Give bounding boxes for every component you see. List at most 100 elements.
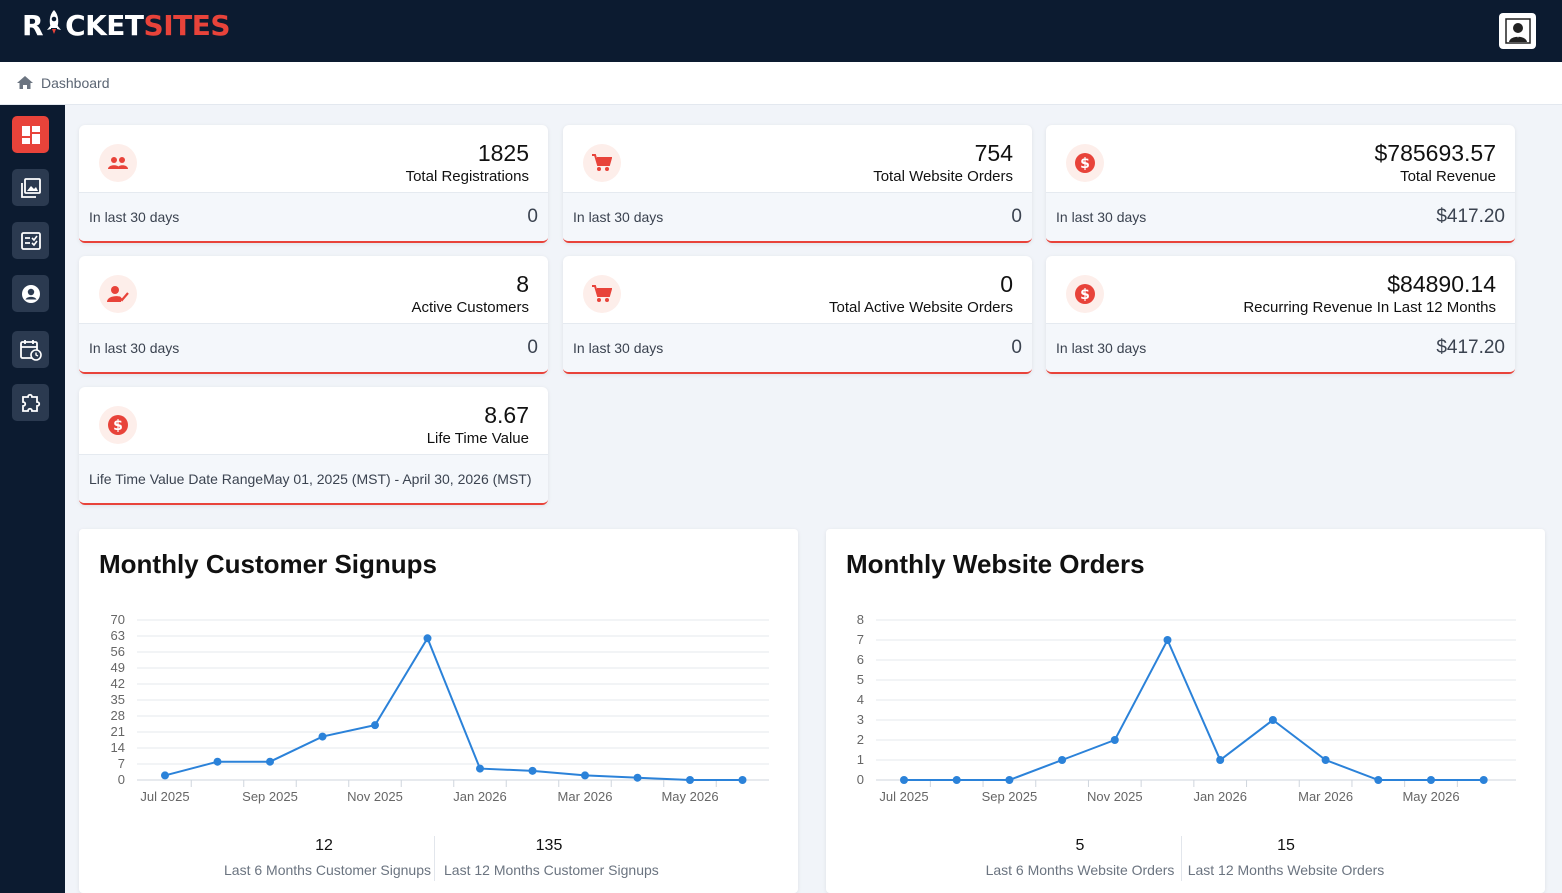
- series-line: [904, 637, 1484, 781]
- card-label: Life Time Value: [426, 430, 529, 447]
- card-sub-value: 0: [1011, 337, 1022, 358]
- card-value: 1825: [477, 140, 529, 166]
- user-avatar-button[interactable]: [1499, 13, 1536, 49]
- card-active-customers[interactable]: 8 Active Customers In last 30 days 0: [79, 256, 548, 374]
- card-sub-label: In last 30 days: [573, 209, 664, 225]
- data-point[interactable]: [266, 757, 274, 766]
- svg-text:$: $: [1080, 287, 1090, 303]
- y-tick-label: 4: [857, 692, 864, 707]
- y-tick-label: 21: [111, 724, 125, 739]
- card-life-time-value[interactable]: $ 8.67 Life Time Value Life Time Value D…: [79, 387, 548, 505]
- x-tick-label: Jan 2026: [453, 789, 507, 804]
- y-tick-label: 42: [111, 676, 125, 691]
- card-sub-label: Life Time Value Date RangeMay 01, 2025 (…: [89, 471, 532, 487]
- card-sub-label: In last 30 days: [1056, 340, 1147, 356]
- data-point[interactable]: [1110, 736, 1119, 744]
- rocket-icon: [43, 9, 65, 42]
- y-tick-label: 2: [857, 732, 864, 747]
- logo-text-cket: CKET: [65, 9, 144, 42]
- data-point[interactable]: [1427, 776, 1435, 784]
- rocketsites-logo[interactable]: R CKETSITES: [22, 9, 231, 42]
- y-tick-label: 7: [857, 632, 864, 647]
- data-point[interactable]: [581, 771, 589, 780]
- card-value: $785693.57: [1374, 140, 1496, 166]
- data-point[interactable]: [738, 776, 747, 784]
- x-tick-label: Nov 2025: [347, 789, 403, 804]
- data-point[interactable]: [1058, 756, 1067, 764]
- data-point[interactable]: [1321, 756, 1330, 764]
- dollar-icon: $: [1066, 275, 1104, 313]
- card-label: Total Website Orders: [873, 168, 1013, 185]
- stat-divider: [1181, 836, 1182, 881]
- y-tick-label: 35: [111, 692, 125, 707]
- card-total-revenue[interactable]: $ $785693.57 Total Revenue In last 30 da…: [1046, 125, 1515, 243]
- sidebar-item-checklist[interactable]: [12, 222, 49, 259]
- y-tick-label: 70: [111, 612, 125, 627]
- data-point[interactable]: [371, 721, 379, 730]
- card-total-registrations[interactable]: 1825 Total Registrations In last 30 days…: [79, 125, 548, 243]
- stat-number: 5: [1075, 837, 1085, 854]
- y-tick-label: 28: [111, 708, 125, 723]
- stat-number: 12: [315, 837, 333, 854]
- data-point[interactable]: [1216, 756, 1225, 764]
- stat-number: 15: [1277, 837, 1295, 854]
- data-point[interactable]: [686, 776, 694, 784]
- y-tick-label: 1: [857, 752, 864, 767]
- card-value: $84890.14: [1387, 271, 1496, 297]
- stat-12-months: 135 Last 12 Months Customer Signups: [444, 837, 659, 878]
- stat-12-months: 15 Last 12 Months Website Orders: [1186, 837, 1386, 878]
- dashboard-icon: [21, 125, 40, 144]
- users-icon: [99, 144, 137, 182]
- x-tick-label: May 2026: [661, 789, 718, 804]
- y-tick-label: 5: [857, 672, 864, 687]
- card-recurring-revenue[interactable]: $ $84890.14 Recurring Revenue In Last 12…: [1046, 256, 1515, 374]
- sidebar: [0, 105, 65, 893]
- sidebar-item-account[interactable]: [12, 275, 49, 312]
- y-tick-label: 14: [111, 740, 125, 755]
- account-icon: [21, 284, 40, 303]
- card-total-website-orders[interactable]: 754 Total Website Orders In last 30 days…: [563, 125, 1032, 243]
- data-point[interactable]: [1005, 776, 1014, 784]
- card-total-active-website-orders[interactable]: 0 Total Active Website Orders In last 30…: [563, 256, 1032, 374]
- card-label: Total Registrations: [405, 168, 529, 185]
- data-point[interactable]: [423, 634, 432, 643]
- y-tick-label: 0: [118, 772, 125, 787]
- data-point[interactable]: [633, 773, 642, 782]
- panel-title: Monthly Website Orders: [846, 549, 1145, 579]
- home-icon: [17, 76, 33, 89]
- sidebar-item-dashboard[interactable]: [12, 116, 49, 153]
- data-point[interactable]: [476, 764, 484, 773]
- card-value: 8.67: [484, 402, 529, 428]
- data-point[interactable]: [952, 776, 961, 784]
- panel-website-orders: Monthly Website Orders 0 1 2 3 4 5 6 7 8 Jul 2025…: [826, 529, 1545, 893]
- data-point[interactable]: [1479, 776, 1488, 784]
- sidebar-item-calendar[interactable]: [12, 331, 49, 368]
- stat-number: 135: [535, 837, 563, 854]
- series-line: [164, 636, 743, 781]
- data-point[interactable]: [528, 766, 537, 775]
- dollar-icon: $: [1066, 144, 1104, 182]
- data-point[interactable]: [213, 757, 222, 766]
- x-tick-label: Sep 2025: [242, 789, 298, 804]
- data-point[interactable]: [900, 776, 908, 784]
- y-tick-label: 8: [857, 612, 864, 627]
- y-tick-label: 56: [111, 644, 125, 659]
- x-tick-label: Mar 2026: [1298, 789, 1353, 804]
- card-sub-label: In last 30 days: [573, 340, 664, 356]
- cart-icon: [583, 275, 621, 313]
- sidebar-item-gallery[interactable]: [12, 169, 49, 206]
- panel-title: Monthly Customer Signups: [99, 549, 437, 579]
- breadcrumb-dashboard[interactable]: Dashboard: [41, 75, 110, 91]
- x-tick-label: Jul 2025: [140, 789, 189, 804]
- data-point[interactable]: [1374, 776, 1383, 784]
- sidebar-item-plugins[interactable]: [12, 384, 49, 421]
- data-point[interactable]: [1268, 716, 1277, 724]
- y-tick-label: 6: [857, 652, 864, 667]
- card-sub-value: $417.20: [1436, 206, 1505, 227]
- card-label: Active Customers: [411, 299, 529, 316]
- data-point[interactable]: [1163, 636, 1172, 644]
- svg-text:$: $: [1080, 156, 1090, 172]
- data-point[interactable]: [161, 771, 169, 780]
- data-point[interactable]: [318, 732, 327, 741]
- breadcrumb[interactable]: Dashboard: [17, 75, 110, 91]
